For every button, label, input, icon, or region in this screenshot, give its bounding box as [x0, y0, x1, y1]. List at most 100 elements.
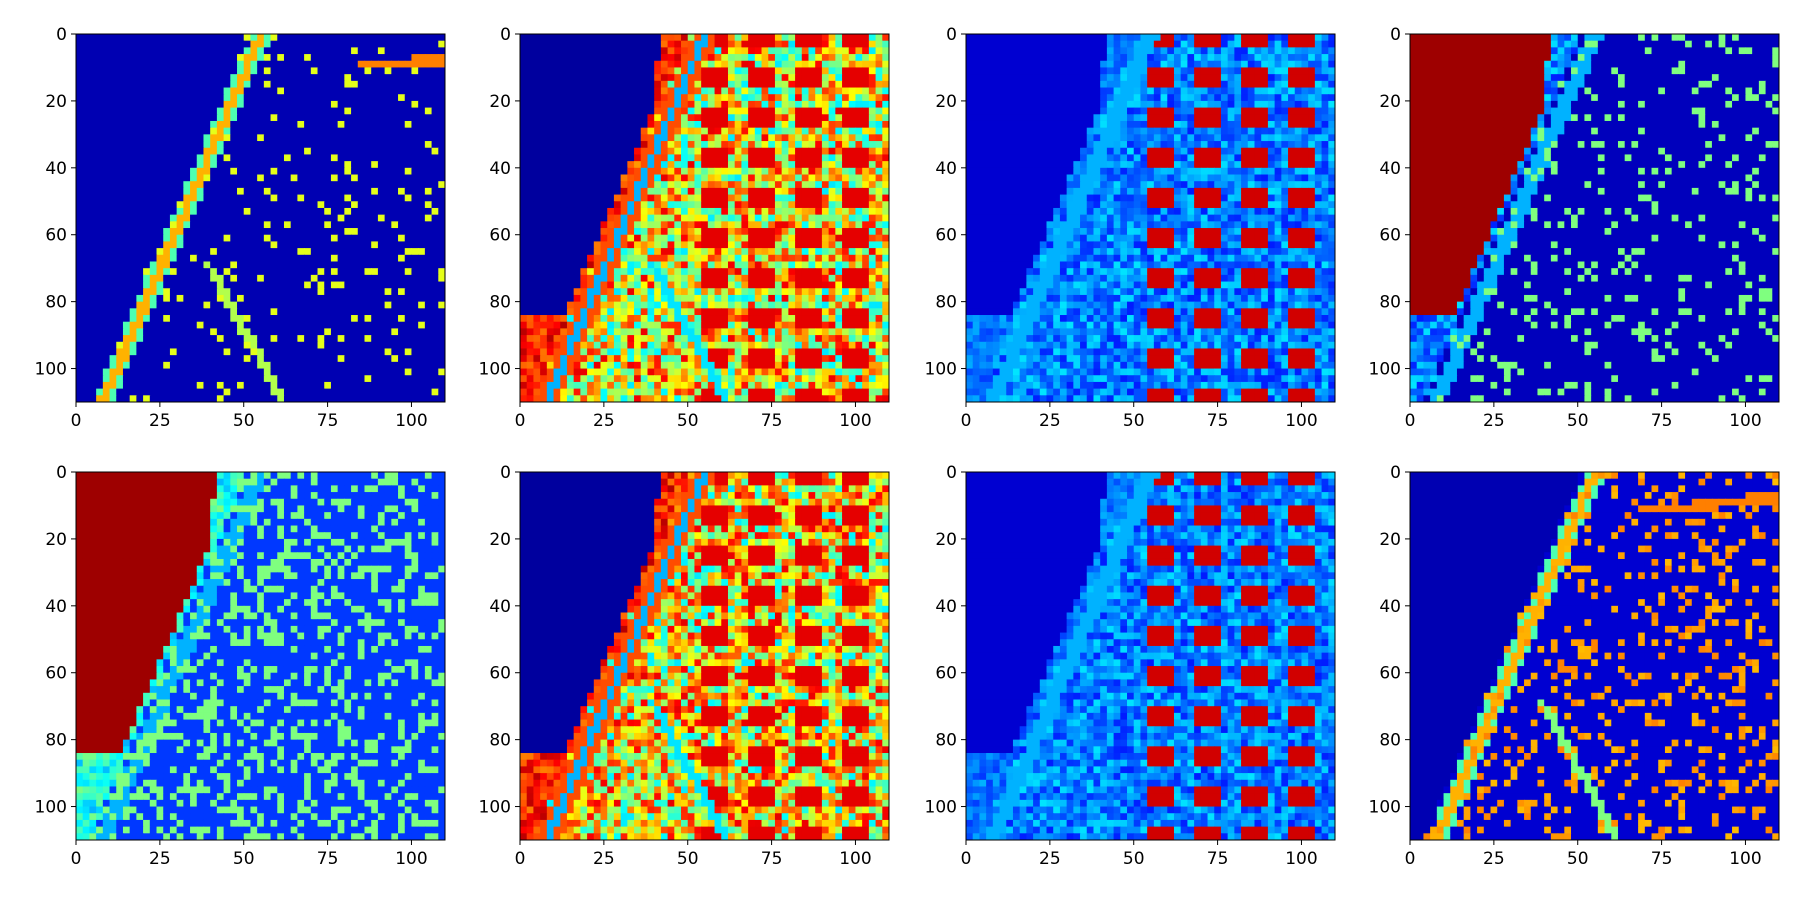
- heatmap-cell: [533, 94, 541, 102]
- heatmap-cell: [163, 187, 171, 196]
- heatmap-cell: [875, 87, 883, 95]
- heatmap-cell: [357, 274, 366, 283]
- heatmap-cell: [330, 214, 339, 222]
- heatmap-cell: [283, 328, 292, 336]
- heatmap-cell: [297, 234, 305, 243]
- heatmap-cell: [835, 201, 843, 209]
- heatmap-cell: [143, 167, 151, 176]
- heatmap-cell: [795, 181, 803, 189]
- heatmap-cell: [257, 288, 265, 296]
- heatmap-cell: [391, 234, 399, 243]
- heatmap-cell: [533, 248, 541, 256]
- heatmap-cell: [607, 167, 615, 176]
- heatmap-cell: [89, 261, 97, 269]
- heatmap-cell: [707, 167, 716, 176]
- heatmap-cell: [196, 321, 205, 329]
- heatmap-cell: [96, 167, 104, 176]
- heatmap-cell: [868, 194, 877, 202]
- heatmap-cell: [257, 234, 265, 243]
- heatmap-cell: [223, 395, 231, 402]
- heatmap-cell: [371, 294, 379, 303]
- heatmap-cell: [82, 147, 91, 156]
- heatmap-cell: [821, 147, 830, 156]
- heatmap-cell: [600, 54, 608, 62]
- heatmap-cell: [627, 174, 635, 182]
- heatmap-cell: [714, 261, 722, 269]
- heatmap-cell: [520, 187, 528, 196]
- heatmap-cell: [600, 174, 608, 182]
- heatmap-cell: [122, 154, 131, 162]
- heatmap-cell: [875, 254, 883, 263]
- heatmap-cell: [223, 207, 231, 216]
- heatmap-cell: [647, 134, 655, 142]
- heatmap-cell: [384, 361, 392, 370]
- heatmap-cell: [330, 395, 339, 402]
- heatmap-cell: [183, 361, 191, 370]
- heatmap-cell: [748, 221, 756, 229]
- heatmap-cell: [526, 107, 535, 115]
- heatmap-cell: [283, 321, 292, 329]
- heatmap-cell: [842, 234, 850, 243]
- heatmap-cell: [438, 34, 445, 42]
- heatmap-cell: [855, 167, 863, 176]
- heatmap-cell: [357, 381, 366, 390]
- x-tick-label: 100: [395, 411, 427, 431]
- heatmap-cell: [96, 47, 104, 55]
- heatmap-cell: [384, 268, 392, 276]
- heatmap-cell: [627, 214, 635, 222]
- heatmap-cell: [109, 94, 117, 102]
- heatmap-cell: [526, 34, 535, 42]
- heatmap-cell: [357, 120, 366, 129]
- heatmap-cell: [815, 100, 823, 109]
- heatmap-cell: [263, 368, 272, 376]
- heatmap-cell: [640, 74, 649, 82]
- heatmap-cell: [741, 67, 749, 75]
- heatmap-cell: [848, 60, 857, 69]
- heatmap-cell: [297, 60, 305, 69]
- heatmap-cell: [580, 100, 588, 109]
- heatmap-cell: [882, 234, 889, 243]
- heatmap-cell: [116, 114, 124, 122]
- heatmap-cell: [835, 120, 843, 129]
- heatmap-cell: [223, 294, 231, 303]
- heatmap-cell: [116, 341, 124, 350]
- heatmap-cell: [169, 114, 178, 122]
- heatmap-cell: [384, 114, 392, 122]
- heatmap-cell: [210, 40, 218, 48]
- heatmap-cell: [553, 187, 561, 196]
- heatmap-cell: [566, 100, 575, 109]
- heatmap-cell: [566, 174, 575, 182]
- heatmap-cell: [694, 94, 702, 102]
- heatmap-cell: [404, 234, 413, 243]
- heatmap-cell: [330, 201, 339, 209]
- heatmap-cell: [398, 348, 406, 356]
- heatmap-cell: [149, 34, 158, 42]
- heatmap-cell: [681, 174, 689, 182]
- heatmap-cell: [868, 174, 877, 182]
- heatmap-cell: [828, 60, 836, 69]
- heatmap-cell: [237, 355, 245, 363]
- heatmap-cell: [364, 381, 372, 390]
- heatmap-cell: [540, 47, 548, 55]
- heatmap-cell: [431, 34, 439, 42]
- heatmap-cell: [290, 194, 298, 202]
- heatmap-cell: [136, 341, 144, 350]
- heatmap-cell: [190, 94, 198, 102]
- heatmap-cell: [156, 248, 164, 256]
- heatmap-cell: [761, 241, 769, 249]
- heatmap-cell: [660, 40, 669, 48]
- heatmap-cell: [89, 248, 97, 256]
- heatmap-cell: [687, 214, 696, 222]
- heatmap-cell: [156, 288, 164, 296]
- heatmap-cell: [411, 134, 419, 142]
- heatmap-cell: [587, 87, 595, 95]
- heatmap-cell: [210, 248, 218, 256]
- heatmap-cell: [190, 341, 198, 350]
- heatmap-cell: [761, 147, 769, 156]
- heatmap-cell: [411, 248, 419, 256]
- heatmap-cell: [620, 181, 628, 189]
- heatmap-cell: [304, 67, 312, 75]
- heatmap-cell: [270, 60, 278, 69]
- y-tick-label: 20: [45, 92, 67, 112]
- heatmap-cell: [781, 67, 789, 75]
